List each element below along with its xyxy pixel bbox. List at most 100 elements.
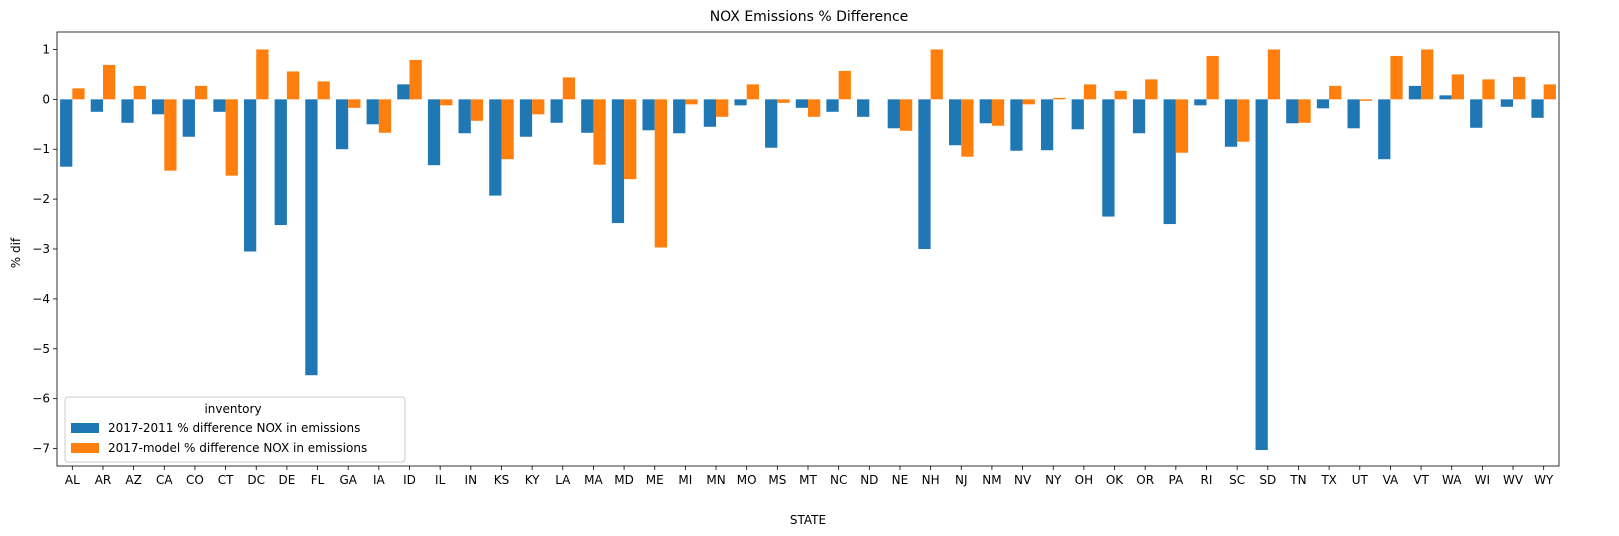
x-tick-label-ca: CA (156, 473, 173, 487)
x-tick-label-md: MD (614, 473, 634, 487)
x-tick-label-sd: SD (1259, 473, 1276, 487)
y-tick-label: −2 (32, 192, 50, 206)
x-tick-label-dc: DC (247, 473, 265, 487)
bar-2017-2011-ma (581, 99, 594, 133)
bar-2017-2011-ny (1040, 99, 1054, 151)
x-tick-label-me: ME (646, 473, 664, 487)
chart-title: NOX Emissions % Difference (710, 9, 909, 25)
bar-2017-model-de (286, 71, 300, 100)
x-tick-label-ct: CT (218, 473, 234, 487)
bar-2017-model-ut (1359, 99, 1373, 101)
bar-2017-2011-ar (90, 99, 103, 112)
bar-2017-model-ia (378, 99, 392, 133)
bar-2017-model-nv (1022, 99, 1035, 105)
bar-2017-model-ma (593, 99, 606, 165)
x-tick-label-id: ID (403, 473, 416, 487)
plot-area: 1 0 −1 −2 −3 −4 −5 −6 −7 AL AR AZ CA CO CT DC DE FL GA IA ID… (32, 31, 1560, 487)
bar-2017-model-tx (1329, 85, 1342, 100)
bar-2017-model-ct (225, 99, 238, 176)
x-tick-label-ky: KY (525, 473, 540, 487)
y-tick-label: −7 (32, 442, 50, 456)
bar-2017-2011-mi (673, 99, 686, 134)
bar-2017-2011-mt (795, 99, 808, 108)
bar-2017-model-ks (501, 99, 514, 160)
x-tick-label-la: LA (555, 473, 571, 487)
legend-swatch-2017-2011 (71, 423, 99, 433)
bar-2017-2011-nv (1010, 99, 1023, 151)
y-axis-title: % dif (9, 237, 23, 268)
bar-2017-2011-nc (826, 99, 839, 112)
bar-2017-model-in (470, 99, 484, 121)
bar-2017-2011-mn (703, 99, 717, 127)
y-tick-label: −5 (32, 342, 50, 356)
bar-2017-model-mo (746, 84, 759, 100)
x-tick-label-wy: WY (1534, 473, 1554, 487)
bar-2017-model-nj (961, 99, 974, 157)
bar-2017-2011-sd (1255, 99, 1268, 451)
bar-2017-model-sd (1267, 49, 1281, 100)
bar-2017-2011-nj (949, 99, 962, 146)
x-tick-label-wv: WV (1503, 473, 1524, 487)
bar-2017-model-me (654, 99, 667, 248)
bar-2017-2011-nh (918, 99, 931, 250)
x-tick-label-tx: TX (1320, 473, 1337, 487)
legend-label-2017-2011: 2017-2011 % difference NOX in emissions (108, 421, 360, 435)
bar-2017-2011-id (397, 84, 410, 100)
legend-frame (64, 396, 406, 463)
x-tick-label-nh: NH (922, 473, 940, 487)
bar-2017-2011-tn (1286, 99, 1299, 124)
x-tick-label-wi: WI (1475, 473, 1490, 487)
bar-2017-model-md (624, 99, 637, 180)
bar-2017-2011-ok (1102, 99, 1115, 217)
bar-2017-2011-ct (213, 99, 226, 112)
bar-2017-2011-al (60, 99, 73, 167)
x-tick-label-il: IL (435, 473, 446, 487)
x-tick-label-mo: MO (737, 473, 757, 487)
bar-2017-model-vt (1421, 49, 1434, 100)
bar-2017-2011-mo (734, 99, 747, 106)
bar-2017-model-mn (716, 99, 729, 117)
x-tick-label-oh: OH (1075, 473, 1093, 487)
x-tick-label-sc: SC (1229, 473, 1245, 487)
bar-2017-2011-il (427, 99, 441, 166)
legend-label-2017-model: 2017-model % difference NOX in emissions (108, 441, 367, 455)
legend-swatch-2017-model (71, 443, 99, 453)
bar-2017-2011-ky (519, 99, 533, 137)
y-tick-label: −4 (32, 292, 50, 306)
bar-2017-model-wy (1543, 84, 1556, 100)
x-tick-label-ms: MS (768, 473, 786, 487)
bar-2017-2011-ks (489, 99, 502, 196)
x-tick-label-al: AL (65, 473, 80, 487)
x-tick-label-nd: ND (860, 473, 878, 487)
bar-2017-model-ga (348, 99, 361, 108)
bar-2017-2011-va (1378, 99, 1391, 160)
bar-2017-2011-ne (887, 99, 900, 129)
bar-2017-model-nc (838, 70, 851, 100)
bar-2017-2011-wi (1470, 99, 1483, 128)
x-tick-label-va: VA (1383, 473, 1399, 487)
x-tick-label-ia: IA (373, 473, 386, 487)
bar-2017-2011-or (1132, 99, 1146, 134)
x-tick-label-ri: RI (1201, 473, 1213, 487)
x-tick-label-fl: FL (311, 473, 325, 487)
x-tick-label-ok: OK (1106, 473, 1124, 487)
bar-2017-2011-ms (765, 99, 778, 148)
bar-2017-2011-sc (1224, 99, 1238, 147)
bar-2017-2011-nm (979, 99, 992, 124)
bar-2017-model-wa (1451, 74, 1464, 100)
bar-2017-2011-ut (1347, 99, 1360, 129)
bar-2017-model-id (409, 59, 422, 100)
bar-2017-2011-de (274, 99, 287, 226)
x-tick-label-ar: AR (95, 473, 112, 487)
x-tick-label-mt: MT (799, 473, 817, 487)
bar-2017-2011-tx (1316, 99, 1330, 109)
x-tick-label-or: OR (1136, 473, 1154, 487)
bar-2017-2011-dc (243, 99, 257, 252)
x-tick-label-tn: TN (1289, 473, 1306, 487)
x-tick-label-vt: VT (1413, 473, 1429, 487)
bar-2017-model-nm (991, 99, 1005, 126)
bar-2017-2011-me (642, 99, 655, 131)
x-tick-label-nv: NV (1014, 473, 1032, 487)
bar-2017-2011-co (182, 99, 195, 137)
